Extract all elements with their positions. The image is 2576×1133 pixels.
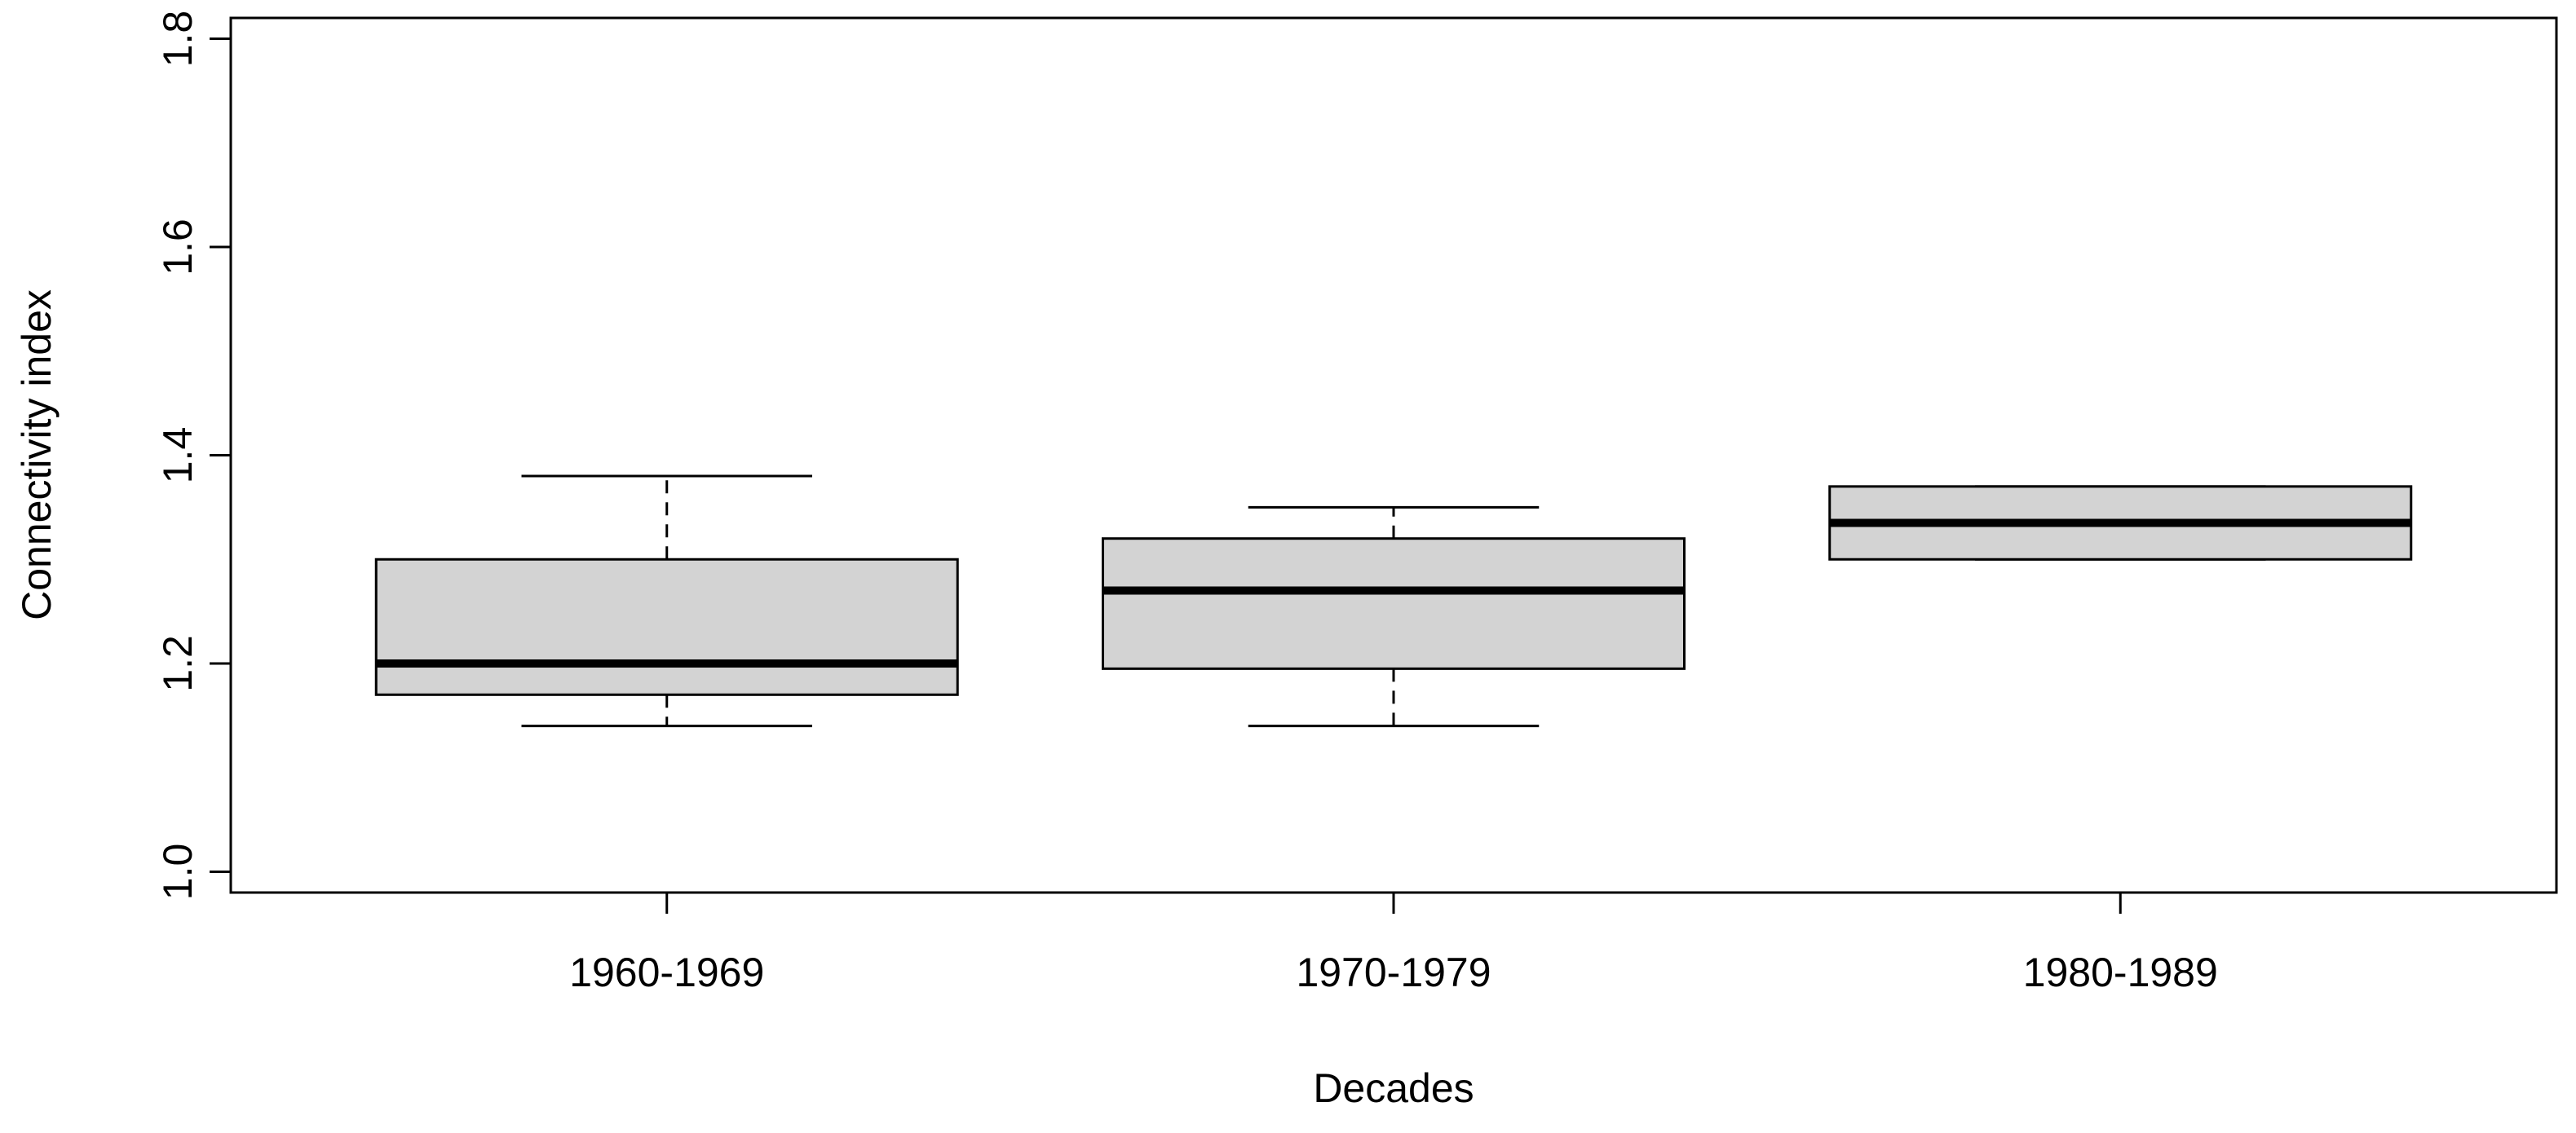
x-axis-title: Decades — [1313, 1065, 1474, 1111]
box-1980-1989 — [1828, 485, 2413, 561]
plot-frame — [229, 16, 2558, 894]
x-tick-label: 1970-1979 — [1296, 950, 1491, 995]
y-tick-label: 1.6 — [155, 218, 201, 276]
y-tick-label: 1.2 — [155, 635, 201, 692]
y-axis: 1.0 1.2 1.4 1.6 1.8 — [155, 11, 232, 901]
x-tick-label: 1980-1989 — [2023, 950, 2218, 995]
iqr-box — [1102, 537, 1686, 670]
y-tick-label: 1.0 — [155, 844, 201, 901]
x-axis: 1960-1969 1970-1979 1980-1989 — [569, 891, 2218, 995]
box-1960-1969 — [374, 474, 959, 728]
box-1970-1979 — [1102, 505, 1686, 728]
x-tick-label: 1960-1969 — [569, 950, 764, 995]
boxes — [374, 474, 2413, 728]
y-tick-label: 1.8 — [155, 11, 201, 68]
y-axis-title: Connectivity index — [14, 289, 60, 620]
y-tick-label: 1.4 — [155, 427, 201, 484]
iqr-box — [374, 558, 959, 696]
